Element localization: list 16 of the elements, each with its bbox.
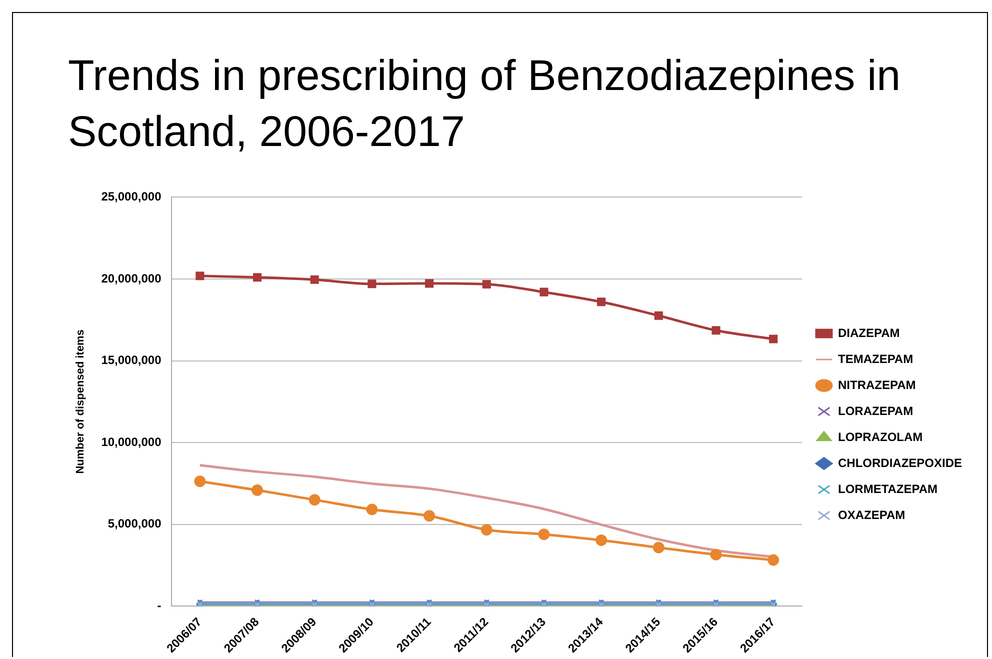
y-tick-label: 10,000,000 (101, 434, 162, 449)
legend-label: TEMAZEPAM (838, 352, 914, 366)
y-tick-label: 5,000,000 (108, 516, 162, 531)
y-tick-label: 20,000,000 (101, 271, 162, 286)
legend-label: LOPRAZOLAM (838, 430, 923, 444)
y-axis-title: Number of dispensed items (74, 330, 87, 474)
y-tick-label: 15,000,000 (101, 353, 162, 368)
legend-label: LORMETAZEPAM (838, 482, 938, 496)
legend-label: DIAZEPAM (838, 326, 900, 340)
y-tick-label: - (157, 598, 162, 612)
y-tick-label: 25,000,000 (101, 190, 162, 204)
legend-label: NITRAZEPAM (838, 378, 916, 392)
legend-label: CHLORDIAZEPOXIDE (838, 456, 962, 470)
legend-label: OXAZEPAM (838, 508, 906, 522)
chart-title: Trends in prescribing of Benzodiazepines in Scotland, 2006-2017 (68, 51, 902, 158)
legend-label: LORAZEPAM (838, 404, 914, 418)
